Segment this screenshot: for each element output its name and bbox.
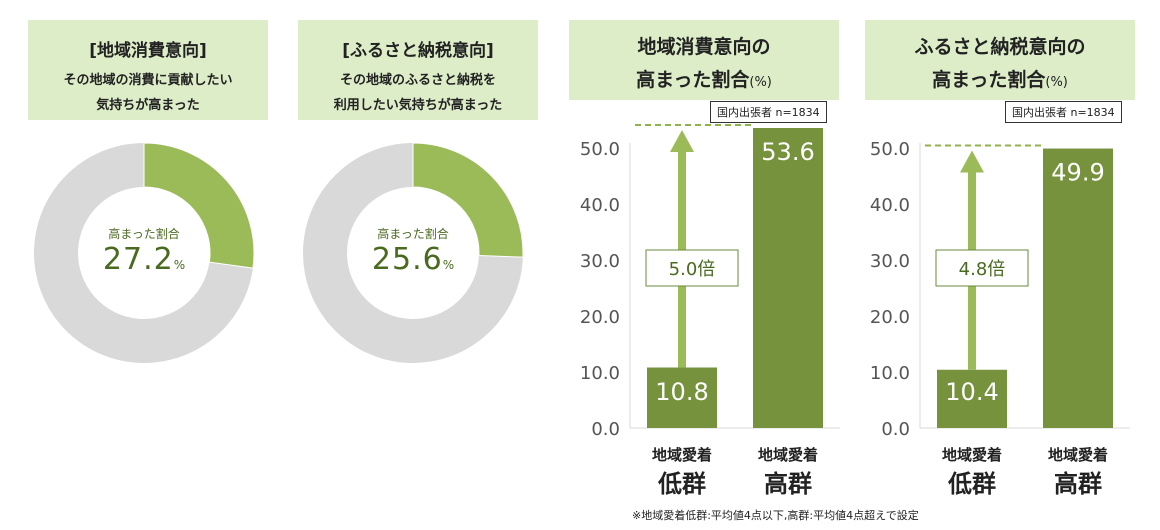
y-tick-label: 20.0 <box>870 307 910 328</box>
donut-header-sub: その地域の消費に貢献したい <box>63 73 233 88</box>
chart-header-line2: 高まった割合 <box>636 69 750 91</box>
donut-header-sub: 利用したい気持ちが高まった <box>333 98 503 113</box>
bar-value-label: 10.8 <box>655 378 708 406</box>
bar <box>753 128 823 428</box>
donut-header-title: [地域消費意向] <box>89 41 207 61</box>
donut-value: 25.6 <box>371 242 443 277</box>
category-label-bottom: 低群 <box>947 470 996 498</box>
bar-value-label: 53.6 <box>761 138 814 166</box>
chart-header-2: ふるさと納税意向の 高まった割合(%) <box>865 20 1135 100</box>
chart-header-line1: ふるさと納税意向の <box>914 36 1086 58</box>
bar-chart-consumption: 0.0 10.0 20.0 30.0 40.0 50.0 10.8 地域愛着低群 53.6 地域愛… <box>580 124 840 498</box>
donut-unit: % <box>442 258 455 272</box>
ratio-label: 5.0倍 <box>669 259 716 280</box>
footnote: ※地域愛着低群:平均値4点以下,高群:平均値4点超えで設定 <box>632 509 919 522</box>
y-tick-label: 10.0 <box>580 363 620 384</box>
chart-header-1: 地域消費意向の 高まった割合(%) <box>569 20 839 100</box>
y-tick-label: 20.0 <box>580 307 620 328</box>
chart-header-unit: (%) <box>749 75 772 90</box>
bar-value-label: 10.4 <box>945 378 998 406</box>
donut-center-2: 高まった割合 25.6% <box>353 225 473 277</box>
ratio-box <box>645 249 739 287</box>
category-label-top: 地域愛着 <box>942 446 1002 464</box>
donut-center-1: 高まった割合 27.2% <box>84 225 204 277</box>
donut-rest-slice <box>303 143 523 363</box>
chart-header-line2: 高まった割合 <box>932 69 1046 91</box>
category-label-top: 地域愛着 <box>758 446 818 464</box>
category-label-top: 地域愛着 <box>1048 446 1108 464</box>
bar-chart-furusato: 0.0 10.0 20.0 30.0 40.0 50.0 10.4 地域愛着低群 49.9 地域愛… <box>870 139 1130 498</box>
donut-center-label: 高まった割合 <box>377 227 449 241</box>
y-tick-label: 0.0 <box>881 419 910 440</box>
donut-header-sub: 気持ちが高まった <box>96 98 200 113</box>
arrow-head <box>960 150 984 173</box>
y-tick-label: 10.0 <box>870 363 910 384</box>
donut-header-sub: その地域のふるさと納税を <box>339 73 496 88</box>
bar <box>647 367 717 428</box>
category-label-bottom: 低群 <box>657 470 706 498</box>
bar-value-label: 49.9 <box>1051 159 1104 187</box>
donut-unit: % <box>173 258 186 272</box>
chart-header-line1: 地域消費意向の <box>637 36 771 58</box>
category-label-top: 地域愛着 <box>652 446 712 464</box>
sample-note: 国内出張者 n=1834 <box>1005 101 1122 123</box>
chart-header-unit: (%) <box>1045 75 1068 90</box>
y-tick-label: 30.0 <box>870 251 910 272</box>
donut-chart-furusato <box>303 143 523 363</box>
donut-header-1: [地域消費意向] その地域の消費に貢献したい 気持ちが高まった <box>28 20 268 120</box>
category-label-bottom: 高群 <box>1054 470 1102 498</box>
y-tick-label: 50.0 <box>580 139 620 160</box>
bar <box>1043 148 1113 428</box>
y-tick-label: 30.0 <box>580 251 620 272</box>
y-tick-label: 50.0 <box>870 139 910 160</box>
donut-value: 27.2 <box>102 242 174 277</box>
y-tick-label: 40.0 <box>580 195 620 216</box>
donut-value-slice <box>412 143 523 258</box>
ratio-label: 4.8倍 <box>959 259 1006 280</box>
y-tick-label: 0.0 <box>591 419 620 440</box>
donut-chart-consumption <box>34 143 254 363</box>
donut-header-title: [ふるさと納税意向] <box>342 41 494 61</box>
ratio-box <box>935 249 1029 287</box>
donut-header-2: [ふるさと納税意向] その地域のふるさと納税を 利用したい気持ちが高まった <box>298 20 538 120</box>
donut-center-label: 高まった割合 <box>108 227 180 241</box>
bar <box>937 369 1007 428</box>
donut-rest-slice <box>34 143 253 363</box>
category-label-bottom: 高群 <box>764 470 812 498</box>
sample-note: 国内出張者 n=1834 <box>710 101 827 123</box>
donut-value-slice <box>143 143 254 269</box>
y-tick-label: 40.0 <box>870 195 910 216</box>
arrow-head <box>670 130 694 152</box>
